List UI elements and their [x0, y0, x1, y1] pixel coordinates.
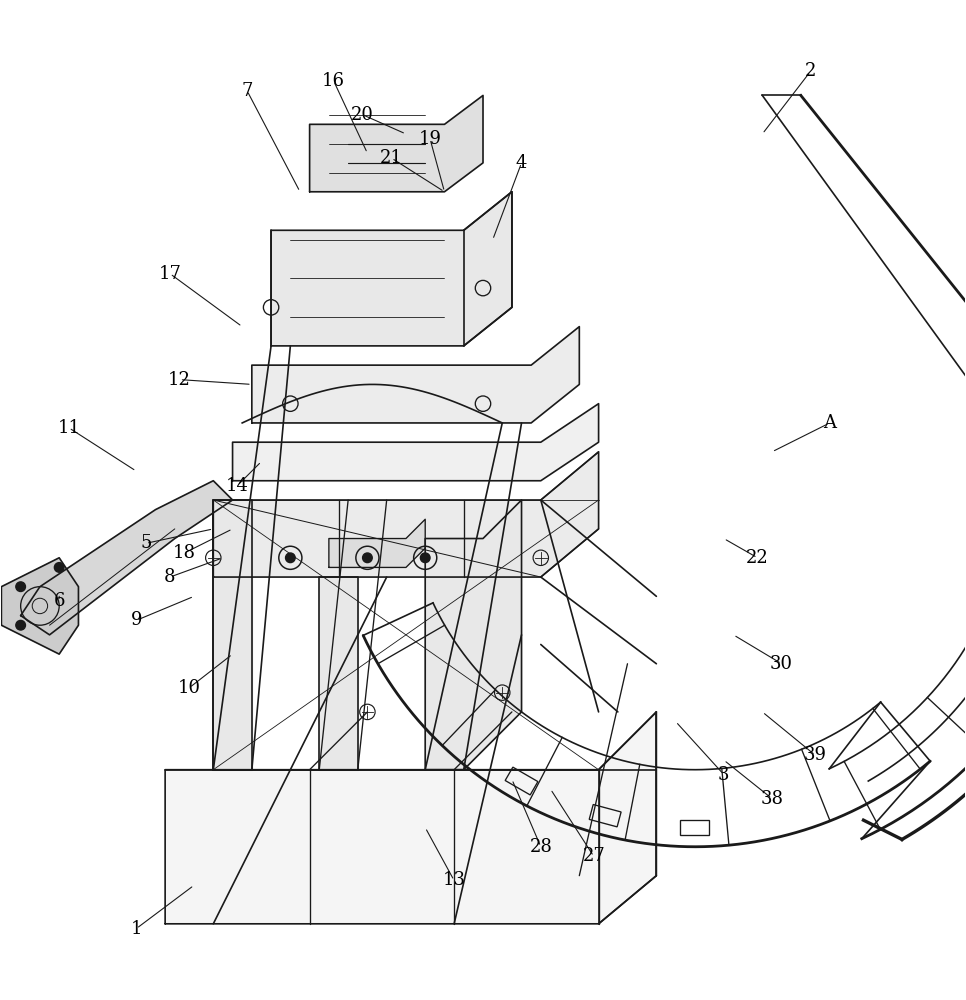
Circle shape — [15, 620, 25, 630]
Text: 38: 38 — [760, 790, 783, 808]
Text: 12: 12 — [168, 371, 191, 389]
Polygon shape — [165, 712, 656, 924]
Circle shape — [362, 553, 372, 563]
Text: 30: 30 — [770, 655, 793, 673]
Text: 4: 4 — [516, 154, 527, 172]
Bar — [505, 767, 538, 795]
Text: 10: 10 — [178, 679, 201, 697]
Text: 28: 28 — [529, 838, 553, 856]
Text: 16: 16 — [323, 72, 345, 90]
Text: 14: 14 — [226, 477, 249, 495]
Polygon shape — [319, 577, 357, 770]
Polygon shape — [213, 452, 599, 577]
Polygon shape — [425, 500, 522, 770]
Text: 3: 3 — [718, 766, 729, 784]
Text: 5: 5 — [140, 534, 152, 552]
Bar — [589, 804, 621, 827]
Text: 22: 22 — [746, 549, 769, 567]
Circle shape — [15, 582, 25, 592]
Text: 19: 19 — [418, 130, 441, 148]
Text: 20: 20 — [352, 106, 374, 124]
Text: 18: 18 — [173, 544, 196, 562]
Text: 1: 1 — [130, 920, 142, 938]
Text: 27: 27 — [582, 847, 605, 865]
Text: 9: 9 — [130, 611, 142, 629]
Polygon shape — [252, 327, 580, 423]
Text: A: A — [823, 414, 837, 432]
Text: 13: 13 — [442, 871, 466, 889]
Text: 11: 11 — [57, 419, 80, 437]
Text: 6: 6 — [53, 592, 65, 610]
Text: 17: 17 — [158, 265, 182, 283]
Polygon shape — [213, 500, 252, 770]
Text: 39: 39 — [804, 746, 827, 764]
Polygon shape — [271, 192, 512, 346]
Polygon shape — [310, 95, 483, 192]
Circle shape — [420, 553, 430, 563]
Polygon shape — [233, 404, 599, 481]
Circle shape — [54, 563, 64, 572]
Text: 2: 2 — [805, 62, 816, 80]
Polygon shape — [1, 558, 78, 654]
Circle shape — [286, 553, 296, 563]
Polygon shape — [20, 481, 233, 635]
Text: 7: 7 — [242, 82, 253, 100]
Bar — [680, 820, 709, 835]
Polygon shape — [328, 519, 425, 567]
Text: 8: 8 — [164, 568, 176, 586]
Text: 21: 21 — [380, 149, 403, 167]
